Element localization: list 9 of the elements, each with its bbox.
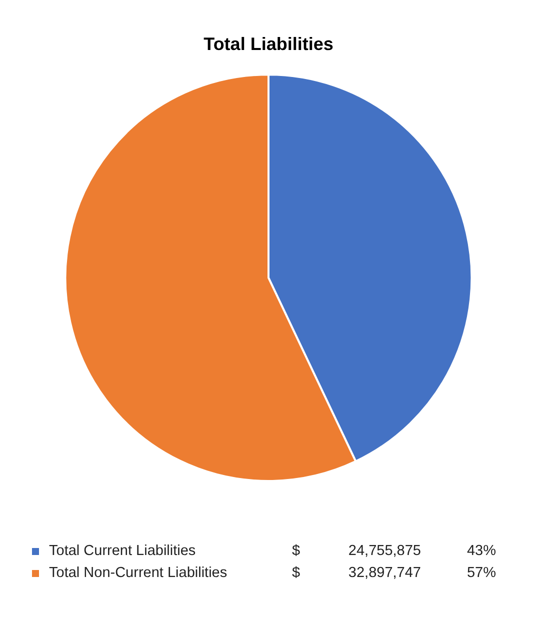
legend-label: Total Current Liabilities <box>49 543 196 559</box>
text: 57% <box>466 564 496 583</box>
chart-title: Total Liabilities <box>204 34 334 54</box>
text: $ <box>292 564 302 583</box>
data-label: 24,755,875 <box>347 542 421 561</box>
legend-label: Total Non-Current Liabilities <box>49 565 228 581</box>
text: $ <box>292 542 302 561</box>
data-label: 32,897,747 <box>347 564 421 583</box>
text: 43% <box>466 542 496 561</box>
